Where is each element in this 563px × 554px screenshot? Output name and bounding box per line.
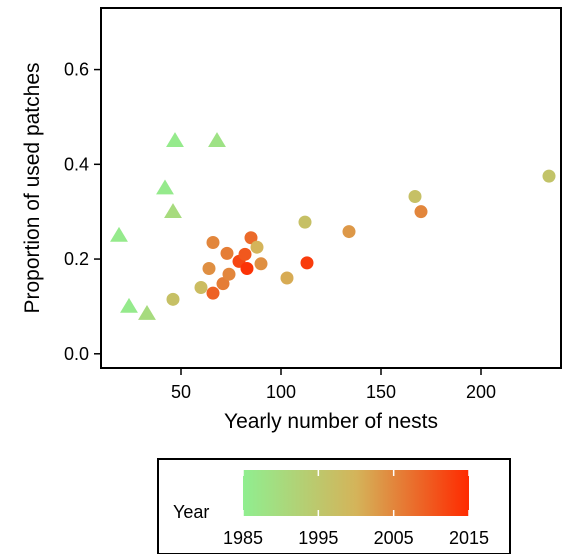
legend-title: Year — [173, 502, 209, 522]
data-points — [110, 132, 556, 320]
x-tick-label: 200 — [466, 382, 496, 402]
circle-point — [542, 169, 556, 183]
triangle-point — [156, 179, 174, 195]
triangle-point — [138, 305, 156, 320]
circle-point — [240, 262, 254, 276]
circle-point — [298, 215, 312, 229]
legend: Year 1985 1995 2005 2015 — [157, 458, 511, 554]
circle-point — [206, 286, 220, 300]
colorbar-tick-label: 2005 — [374, 528, 414, 548]
triangle-point — [166, 132, 184, 148]
colorbar-ticks: 1985 1995 2005 2015 — [223, 470, 489, 548]
circle-point — [238, 247, 252, 261]
x-tick-label: 50 — [171, 382, 191, 402]
y-tick-label: 0.0 — [64, 344, 89, 364]
triangle-point — [120, 297, 138, 313]
y-axis-title: Proportion of used patches — [21, 63, 44, 314]
circle-point — [202, 262, 216, 276]
circle-point — [216, 277, 230, 291]
circle-point — [206, 235, 220, 249]
x-tick-label: 150 — [366, 382, 396, 402]
colorbar — [243, 470, 469, 516]
circle-point — [342, 225, 356, 239]
x-tick-label: 100 — [266, 382, 296, 402]
y-axis: 0.0 0.2 0.4 0.6 — [64, 60, 101, 364]
colorbar-tick-label: 2015 — [449, 528, 489, 548]
plot-frame — [100, 7, 562, 369]
circle-point — [300, 256, 314, 270]
triangle-point — [110, 226, 128, 242]
circle-point — [254, 257, 268, 271]
triangle-point — [208, 132, 226, 148]
triangle-point — [164, 203, 182, 219]
circle-point — [408, 190, 422, 204]
circle-point — [280, 271, 294, 285]
circle-point — [220, 246, 234, 260]
y-tick-label: 0.6 — [64, 60, 89, 80]
circle-point — [194, 280, 208, 294]
y-tick-label: 0.2 — [64, 249, 89, 269]
circle-point — [222, 267, 236, 281]
colorbar-tick-label: 1995 — [298, 528, 338, 548]
colorbar-tick-label: 1985 — [223, 528, 263, 548]
x-axis-title: Yearly number of nests — [224, 410, 438, 433]
circle-point — [166, 292, 180, 306]
y-tick-label: 0.4 — [64, 154, 89, 174]
circle-point — [250, 240, 264, 254]
x-axis: 50 100 150 200 — [171, 368, 496, 402]
circle-point — [414, 205, 428, 219]
circle-point — [244, 231, 258, 245]
